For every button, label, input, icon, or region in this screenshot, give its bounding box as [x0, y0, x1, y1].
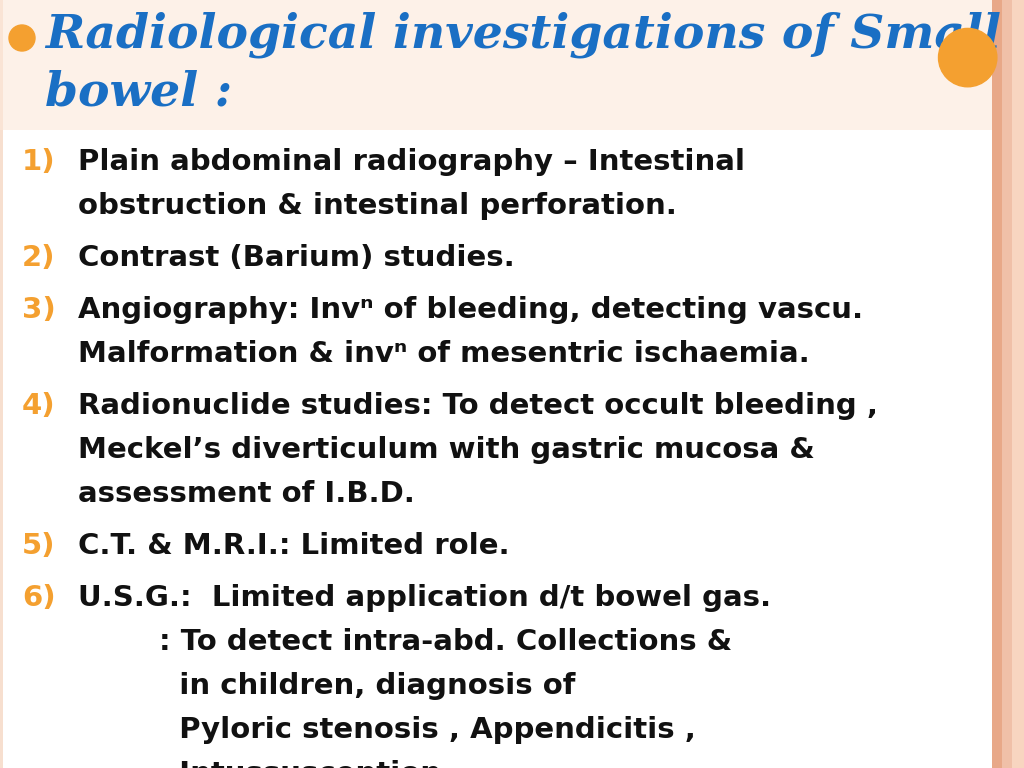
Text: Angiography: Invⁿ of bleeding, detecting vascu.: Angiography: Invⁿ of bleeding, detecting… — [78, 296, 863, 324]
Text: Radionuclide studies: To detect occult bleeding ,: Radionuclide studies: To detect occult b… — [78, 392, 878, 420]
Text: : To detect intra-abd. Collections &: : To detect intra-abd. Collections & — [78, 628, 732, 656]
Text: Meckel’s diverticulum with gastric mucosa &: Meckel’s diverticulum with gastric mucos… — [78, 436, 815, 464]
Text: 4): 4) — [22, 392, 55, 420]
Text: U.S.G.:  Limited application d/t bowel gas.: U.S.G.: Limited application d/t bowel ga… — [78, 584, 771, 612]
Circle shape — [938, 28, 996, 87]
Text: 3): 3) — [22, 296, 55, 324]
FancyBboxPatch shape — [1002, 0, 1012, 768]
Text: bowel :: bowel : — [45, 70, 232, 116]
Text: Intussusception.: Intussusception. — [78, 760, 453, 768]
Text: Plain abdominal radiography – Intestinal: Plain abdominal radiography – Intestinal — [78, 148, 745, 176]
Text: Pyloric stenosis , Appendicitis ,: Pyloric stenosis , Appendicitis , — [78, 716, 696, 744]
Text: 1): 1) — [22, 148, 55, 176]
FancyBboxPatch shape — [0, 0, 3, 768]
Text: assessment of I.B.D.: assessment of I.B.D. — [78, 480, 415, 508]
Text: Malformation & invⁿ of mesentric ischaemia.: Malformation & invⁿ of mesentric ischaem… — [78, 340, 810, 368]
Text: 5): 5) — [22, 532, 55, 560]
Text: 2): 2) — [22, 244, 55, 272]
Circle shape — [9, 25, 35, 51]
Text: in children, diagnosis of: in children, diagnosis of — [78, 672, 575, 700]
FancyBboxPatch shape — [1012, 0, 1024, 768]
Text: Contrast (Barium) studies.: Contrast (Barium) studies. — [78, 244, 515, 272]
Text: Radiological investigations of Small: Radiological investigations of Small — [45, 12, 1001, 58]
FancyBboxPatch shape — [0, 0, 992, 130]
FancyBboxPatch shape — [992, 0, 1002, 768]
Text: C.T. & M.R.I.: Limited role.: C.T. & M.R.I.: Limited role. — [78, 532, 510, 560]
Text: 6): 6) — [22, 584, 55, 612]
Text: obstruction & intestinal perforation.: obstruction & intestinal perforation. — [78, 192, 677, 220]
